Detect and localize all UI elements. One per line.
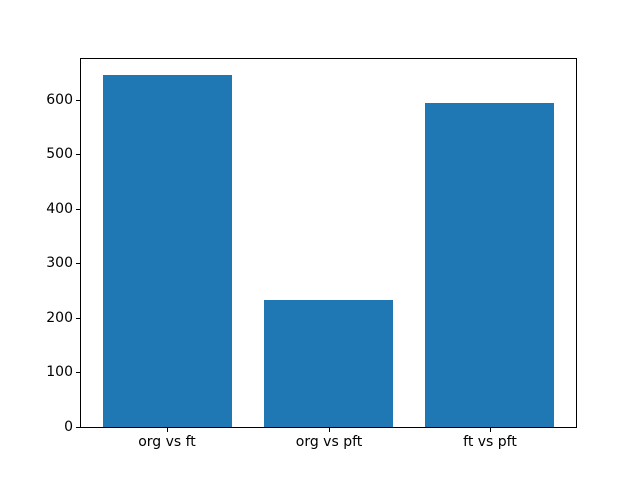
y-tick-label-400: 400 [46,201,73,217]
y-tick-label-100: 100 [46,364,73,380]
bar-ft-vs-pft [425,103,554,427]
y-tick-label-200: 200 [46,310,73,326]
y-tick-mark-200 [76,318,80,319]
plot-area [80,58,577,428]
y-tick-label-300: 300 [46,255,73,271]
y-tick-mark-100 [76,372,80,373]
y-tick-label-0: 0 [64,419,73,435]
y-tick-mark-0 [76,427,80,428]
x-tick-label-org-vs-ft: org vs ft [138,434,196,450]
x-tick-mark-org-vs-pft [329,428,330,432]
y-tick-mark-600 [76,100,80,101]
x-tick-mark-ft-vs-pft [490,428,491,432]
bar-org-vs-ft [103,75,232,427]
x-tick-label-ft-vs-pft: ft vs pft [463,434,517,450]
y-tick-mark-300 [76,263,80,264]
x-tick-label-org-vs-pft: org vs pft [295,434,363,450]
x-tick-mark-org-vs-ft [167,428,168,432]
y-tick-mark-500 [76,154,80,155]
y-tick-label-600: 600 [46,92,73,108]
y-tick-label-500: 500 [46,146,73,162]
bar-org-vs-pft [264,300,393,427]
y-tick-mark-400 [76,209,80,210]
